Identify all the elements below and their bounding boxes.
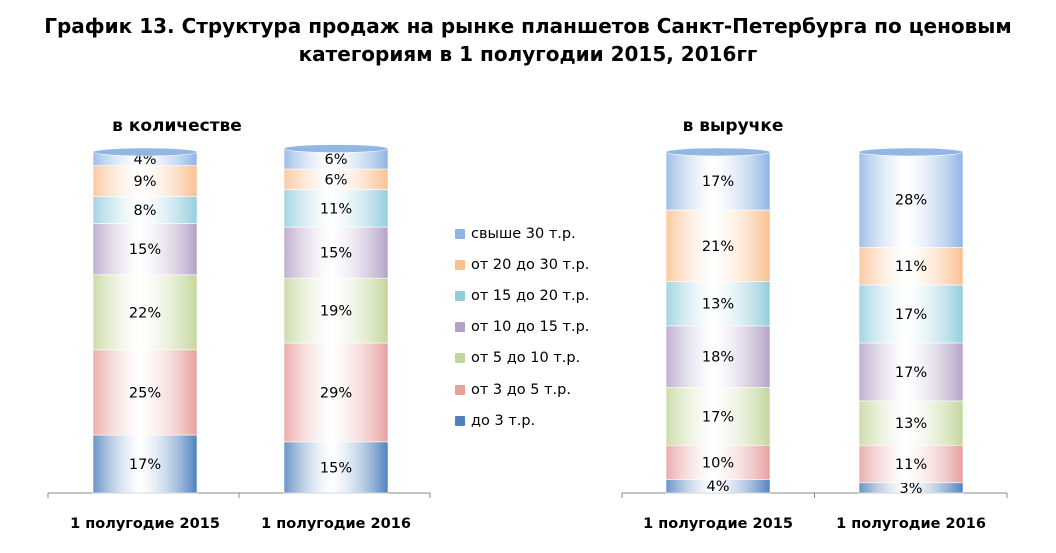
bar-segment: [283, 342, 389, 443]
bar-segment: [283, 189, 389, 228]
legend-swatch: [455, 259, 465, 270]
data-label: 29%: [320, 385, 352, 401]
bar-segment: [858, 444, 964, 484]
legend-label: от 10 до 15 т.р.: [471, 319, 590, 336]
legend-swatch: [455, 384, 465, 395]
data-label: 28%: [895, 193, 927, 209]
legend: свыше 30 т.р. от 20 до 30 т.р. от 15 до …: [455, 218, 589, 436]
bar-segment: [858, 284, 964, 344]
bar-segment: [92, 274, 198, 351]
legend-swatch: [455, 290, 465, 301]
data-label: 15%: [320, 246, 352, 262]
data-label: 17%: [895, 307, 927, 323]
bar-segment: [283, 226, 389, 279]
bar-segment: [858, 151, 964, 248]
bar-segment: [665, 386, 771, 446]
legend-label: от 15 до 20 т.р.: [471, 287, 590, 304]
x-tick-label: 1 полугодие 2015: [643, 516, 793, 532]
legend-swatch: [455, 228, 465, 239]
data-label: 17%: [702, 409, 734, 425]
chart-title: График 13. Структура продаж на рынке пла…: [0, 12, 1056, 68]
legend-swatch: [455, 322, 465, 333]
legend-item: от 3 до 5 т.р.: [455, 374, 589, 405]
bar-top-cap: [283, 144, 389, 153]
data-label: 25%: [129, 385, 161, 401]
panel-title: в количестве: [112, 116, 242, 136]
data-label: 11%: [895, 259, 927, 275]
bar-segment: [665, 281, 771, 327]
data-label: 21%: [702, 239, 734, 255]
legend-swatch: [455, 415, 465, 426]
data-label: 6%: [324, 152, 347, 168]
data-label: 13%: [702, 297, 734, 313]
legend-label: от 5 до 10 т.р.: [471, 350, 581, 367]
bar-segment: [283, 441, 389, 494]
data-label: 22%: [129, 305, 161, 321]
x-tick-label: 1 полугодие 2016: [836, 516, 986, 532]
bar-segment: [92, 223, 198, 276]
bar-segment: [283, 277, 389, 344]
chart-title-line1: График 13. Структура продаж на рынке пла…: [44, 14, 1012, 38]
data-label: 13%: [895, 416, 927, 432]
bar-segment: [92, 434, 198, 494]
legend-item: от 10 до 15 т.р.: [455, 312, 589, 343]
bar-top-cap: [92, 147, 198, 157]
x-tick-label: 1 полугодие 2016: [261, 516, 411, 532]
data-label: 10%: [702, 455, 734, 471]
bar-segment: [92, 196, 198, 224]
data-label: 17%: [129, 457, 161, 473]
data-label: 9%: [133, 174, 156, 190]
data-label: 15%: [129, 242, 161, 258]
bar-top-cap: [858, 147, 964, 157]
data-label: 4%: [706, 479, 729, 495]
legend-swatch: [455, 353, 465, 364]
bar-segment: [858, 342, 964, 402]
bar-segment: [665, 209, 771, 282]
legend-label: свыше 30 т.р.: [471, 225, 576, 242]
bar-segment: [92, 349, 198, 436]
data-label: 17%: [702, 174, 734, 190]
bar-segment: [665, 325, 771, 388]
x-tick-label: 1 полугодие 2015: [70, 516, 220, 532]
bar-segment: [92, 165, 198, 197]
bar-top-cap: [665, 147, 771, 157]
legend-label: от 20 до 30 т.р.: [471, 256, 590, 273]
data-label: 3%: [899, 481, 922, 497]
data-label: 15%: [320, 460, 352, 476]
legend-label: до 3 т.р.: [471, 412, 536, 429]
legend-item: от 20 до 30 т.р.: [455, 249, 589, 280]
data-label: 18%: [702, 350, 734, 366]
data-label: 8%: [133, 203, 156, 219]
panel-title: в выручке: [683, 116, 784, 136]
legend-item: свыше 30 т.р.: [455, 218, 589, 249]
data-label: 11%: [895, 457, 927, 473]
legend-item: от 15 до 20 т.р.: [455, 280, 589, 311]
legend-item: от 5 до 10 т.р.: [455, 343, 589, 374]
bar-segment: [858, 400, 964, 446]
legend-item: до 3 т.р.: [455, 405, 589, 436]
data-label: 11%: [320, 201, 352, 217]
bar-segment: [665, 151, 771, 211]
data-label: 17%: [895, 365, 927, 381]
chart-title-line2: категориям в 1 полугодии 2015, 2016гг: [298, 42, 758, 66]
legend-label: от 3 до 5 т.р.: [471, 381, 571, 398]
bar-segment: [858, 247, 964, 286]
bar-segment: [665, 444, 771, 480]
data-label: 6%: [324, 172, 347, 188]
data-label: 19%: [320, 304, 352, 320]
